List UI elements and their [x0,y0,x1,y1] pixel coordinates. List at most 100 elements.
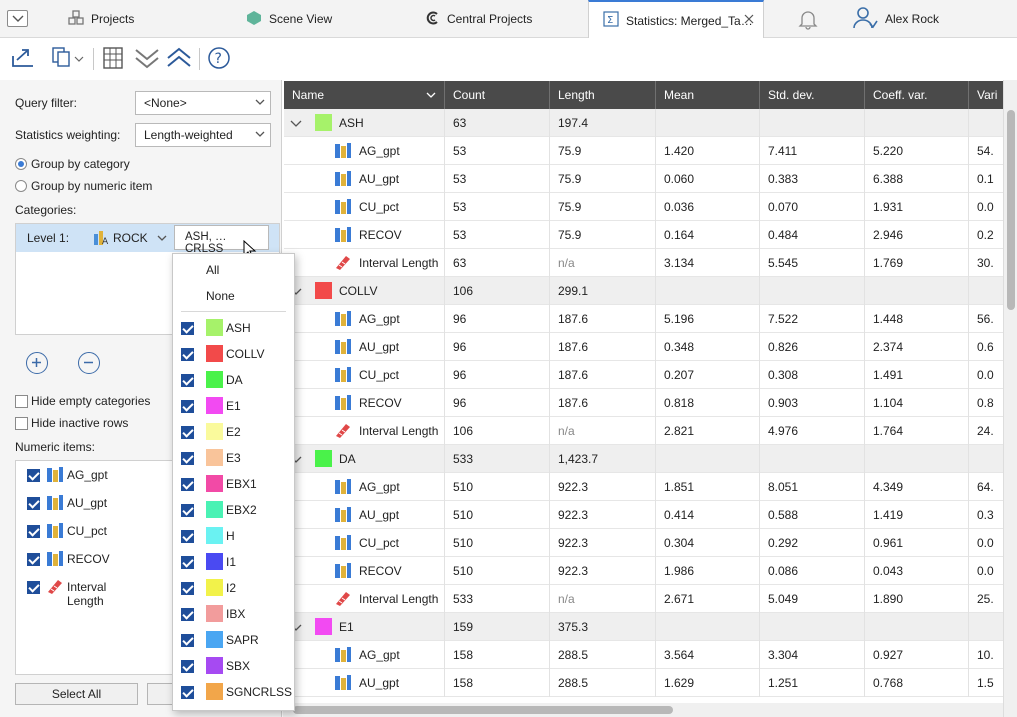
vertical-scrollbar[interactable] [1003,80,1017,717]
category-option-checkbox[interactable] [181,530,194,543]
columns-icon[interactable] [102,46,126,73]
bell-icon[interactable] [797,8,819,33]
table-row[interactable]: AU_gpt 53 75.9 0.060 0.383 6.388 0.1 [284,165,1009,193]
column-header-std-dev[interactable]: Std. dev. [760,81,865,109]
tab-statistics[interactable]: Σ Statistics: Merged_Ta… [588,0,764,39]
category-option[interactable]: I1 [173,549,294,575]
table-row[interactable]: AG_gpt 53 75.9 1.420 7.411 5.220 54. [284,137,1009,165]
table-row[interactable]: AG_gpt 158 288.5 3.564 3.304 0.927 10. [284,641,1009,669]
category-row[interactable]: E1 159 375.3 [284,613,1009,641]
category-option-checkbox[interactable] [181,452,194,465]
group-by-numeric-radio[interactable] [15,180,27,192]
weighting-select[interactable]: Length-weighted [135,123,271,147]
help-icon[interactable]: ? [207,46,231,73]
table-row[interactable]: Interval Length 106 n/a 2.821 4.976 1.764 24. [284,417,1009,445]
hide-inactive-checkbox[interactable] [15,417,28,430]
table-row[interactable]: RECOV 96 187.6 0.818 0.903 1.104 0.8 [284,389,1009,417]
item-name: CU_pct [359,200,400,214]
category-option-checkbox[interactable] [181,582,194,595]
collapse-all-icon[interactable] [166,46,192,73]
table-row[interactable]: Interval Length 533 n/a 2.671 5.049 1.890 25. [284,585,1009,613]
hide-empty-checkbox[interactable] [15,395,28,408]
tab-scene-view[interactable]: Scene View [246,0,332,38]
table-row[interactable]: CU_pct 96 187.6 0.207 0.308 1.491 0.0 [284,361,1009,389]
category-option-checkbox[interactable] [181,504,194,517]
column-header-name[interactable]: Name [284,81,445,109]
cell-mean: 2.671 [656,585,760,613]
column-header-length[interactable]: Length [550,81,656,109]
chevron-down-icon[interactable] [157,235,167,242]
export-icon[interactable] [11,46,35,73]
category-values-select[interactable]: ASH, …CRLSS [174,225,269,255]
close-icon[interactable] [744,13,754,27]
add-level-button[interactable] [26,352,48,374]
numeric-item-checkbox[interactable] [27,525,40,538]
category-option[interactable]: EBX1 [173,471,294,497]
table-row[interactable]: AU_gpt 158 288.5 1.629 1.251 0.768 1.5 [284,669,1009,697]
column-header-mean[interactable]: Mean [656,81,760,109]
cell-name: AG_gpt [284,641,445,669]
category-option[interactable]: E2 [173,419,294,445]
category-option[interactable]: SAPR [173,627,294,653]
numeric-item-checkbox[interactable] [27,581,40,594]
svg-text:Σ: Σ [607,15,613,26]
category-option-checkbox[interactable] [181,608,194,621]
category-option-checkbox[interactable] [181,348,194,361]
category-row[interactable]: COLLV 106 299.1 [284,277,1009,305]
category-option-checkbox[interactable] [181,686,194,699]
category-option[interactable]: E1 [173,393,294,419]
select-all-option[interactable]: All [173,256,294,282]
table-row[interactable]: AU_gpt 96 187.6 0.348 0.826 2.374 0.6 [284,333,1009,361]
table-row[interactable]: RECOV 53 75.9 0.164 0.484 2.946 0.2 [284,221,1009,249]
numeric-column-icon [334,562,352,582]
category-option-checkbox[interactable] [181,634,194,647]
category-option[interactable]: E3 [173,445,294,471]
category-level-row[interactable]: Level 1: A ROCK ASH, …CRLSS [16,224,279,255]
category-row[interactable]: ASH 63 197.4 [284,109,1009,137]
table-row[interactable]: Interval Length 63 n/a 3.134 5.545 1.769 30. [284,249,1009,277]
table-row[interactable]: RECOV 510 922.3 1.986 0.086 0.043 0.0 [284,557,1009,585]
category-row[interactable]: DA 533 1,423.7 [284,445,1009,473]
category-option-checkbox[interactable] [181,322,194,335]
chevron-down-icon[interactable] [290,120,302,128]
category-option-checkbox[interactable] [181,660,194,673]
table-row[interactable]: CU_pct 510 922.3 0.304 0.292 0.961 0.0 [284,529,1009,557]
table-row[interactable]: AG_gpt 96 187.6 5.196 7.522 1.448 56. [284,305,1009,333]
numeric-item-checkbox[interactable] [27,553,40,566]
tab-central-projects[interactable]: Central Projects [426,0,532,38]
category-option[interactable]: I2 [173,575,294,601]
category-option-checkbox[interactable] [181,426,194,439]
category-option[interactable]: SGNCRLSS [173,679,294,705]
remove-level-button[interactable] [78,352,100,374]
cell-std: 0.484 [760,221,865,249]
table-row[interactable]: CU_pct 53 75.9 0.036 0.070 1.931 0.0 [284,193,1009,221]
category-option[interactable]: ASH [173,315,294,341]
select-all-button[interactable]: Select All [15,683,138,705]
horizontal-scrollbar[interactable] [283,703,1003,717]
category-option-checkbox[interactable] [181,556,194,569]
category-option-checkbox[interactable] [181,478,194,491]
query-filter-select[interactable]: <None> [135,91,271,115]
column-header-count[interactable]: Count [445,81,550,109]
category-option[interactable]: DA [173,367,294,393]
numeric-item-checkbox[interactable] [27,497,40,510]
category-option[interactable]: COLLV [173,341,294,367]
category-option[interactable]: EBX2 [173,497,294,523]
group-by-category-radio[interactable] [15,158,27,170]
category-option[interactable]: H [173,523,294,549]
tab-projects[interactable]: Projects [68,0,134,38]
tabs-dropdown-button[interactable] [7,10,28,27]
category-option-checkbox[interactable] [181,374,194,387]
user-menu[interactable]: Alex Rock [852,0,939,38]
table-row[interactable]: AU_gpt 510 922.3 0.414 0.588 1.419 0.3 [284,501,1009,529]
table-row[interactable]: AG_gpt 510 922.3 1.851 8.051 4.349 64. [284,473,1009,501]
copy-icon[interactable] [50,46,86,73]
column-header-coeff-var[interactable]: Coeff. var. [865,81,969,109]
category-option-checkbox[interactable] [181,400,194,413]
expand-all-icon[interactable] [134,46,160,73]
category-option[interactable]: SBX [173,653,294,679]
category-option[interactable]: IBX [173,601,294,627]
select-none-option[interactable]: None [173,282,294,308]
numeric-item-checkbox[interactable] [27,469,40,482]
chevron-down-icon[interactable] [426,92,436,99]
